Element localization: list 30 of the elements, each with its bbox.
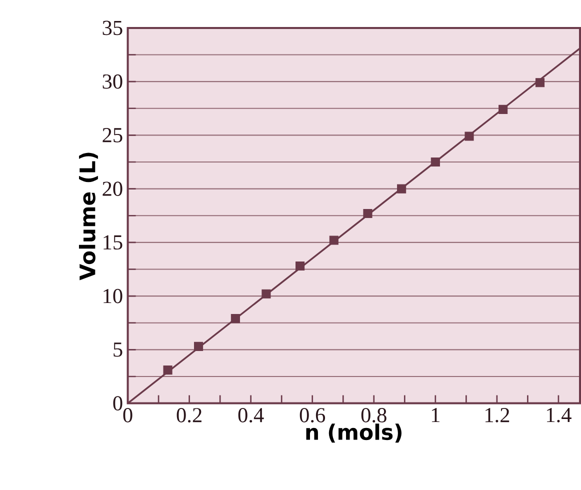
- y-tick-label: 35: [102, 20, 122, 36]
- x-tick-label: 1: [432, 408, 440, 422]
- y-tick-label: 20: [102, 182, 122, 196]
- point: [535, 78, 545, 88]
- x-tick-label: 1.2: [486, 408, 510, 422]
- point: [430, 157, 440, 166]
- y-tick-label: 0: [113, 396, 122, 410]
- y-tick-label: 30: [102, 74, 122, 89]
- y-tick-label: 25: [102, 128, 122, 142]
- x-tick-label: 1.4: [547, 408, 572, 422]
- y-axis-title: Volume (L): [78, 152, 98, 280]
- point: [363, 208, 372, 218]
- x-axis-title: n (mols): [306, 424, 402, 443]
- point: [296, 261, 305, 270]
- x-tick-label: 0.2: [176, 408, 202, 422]
- point: [194, 342, 204, 351]
- x-tick-label: 0.6: [300, 408, 326, 422]
- x-tick-label: 0.4: [238, 408, 264, 422]
- y-tick-label: 5: [114, 342, 122, 357]
- point: [163, 365, 172, 375]
- point: [262, 289, 271, 298]
- x-tick-label: 0: [123, 408, 132, 422]
- x-tick-label: 0.8: [361, 408, 386, 422]
- point: [498, 104, 508, 114]
- point: [230, 314, 240, 324]
- y-tick-label: 15: [104, 235, 122, 250]
- point: [464, 132, 474, 141]
- point: [329, 236, 338, 245]
- y-tick-label: 10: [104, 288, 122, 304]
- point: [397, 184, 406, 194]
